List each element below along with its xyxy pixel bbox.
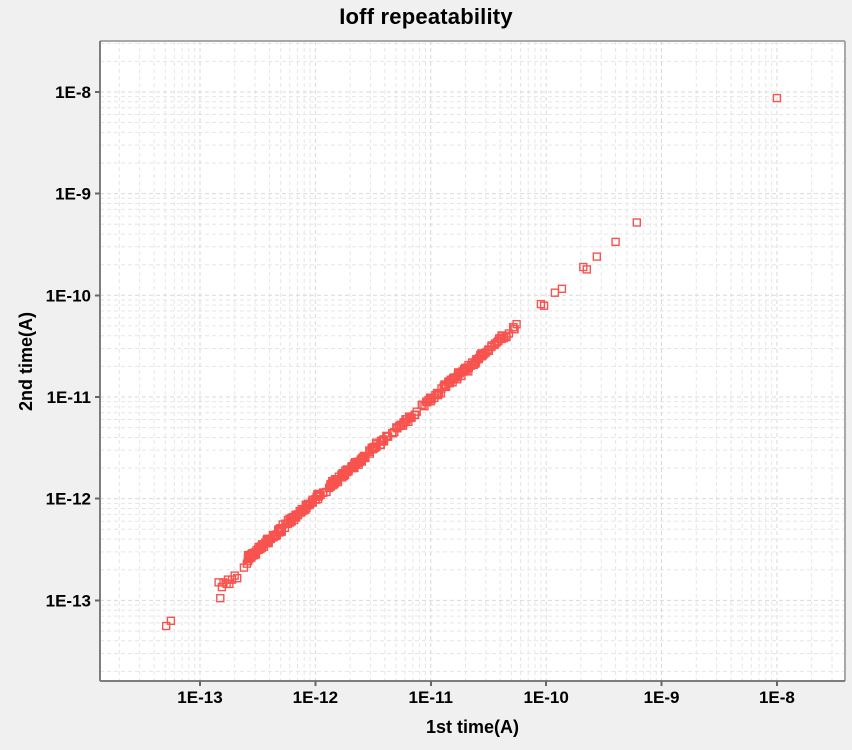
scatter-marker — [471, 356, 481, 366]
y-tick-label: 1E-9 — [55, 185, 91, 204]
scatter-marker — [539, 301, 549, 310]
x-tick-label: 1E-12 — [293, 688, 338, 707]
scatter-marker — [293, 510, 303, 519]
y-tick-label: 1E-10 — [46, 286, 91, 305]
scatter-marker — [367, 443, 376, 452]
chart-title: Ioff repeatability — [339, 4, 513, 29]
x-tick-label: 1E-13 — [177, 688, 222, 707]
y-tick-label: 1E-12 — [46, 490, 91, 509]
scatter-marker — [357, 454, 366, 464]
scatter-marker — [379, 437, 389, 446]
scatter-marker — [232, 574, 242, 583]
scatter-marker — [632, 218, 641, 227]
y-tick-label: 1E-13 — [46, 591, 91, 610]
scatter-marker — [348, 463, 358, 473]
scatter-marker — [341, 466, 350, 475]
scatter-marker — [242, 559, 252, 568]
scatter-marker — [433, 390, 443, 400]
x-tick-label: 1E-10 — [523, 688, 568, 707]
scatter-marker — [286, 516, 296, 525]
scatter-marker — [490, 340, 499, 350]
scatter-marker — [582, 265, 591, 274]
scatter-marker — [216, 594, 225, 603]
scatter-marker — [304, 500, 314, 510]
scatter-marker — [611, 237, 620, 247]
x-tick-label: 1E-11 — [409, 688, 453, 707]
scatter-marker — [230, 571, 239, 580]
scatter-marker — [316, 490, 325, 499]
scatter-marker — [498, 332, 507, 341]
scatter-marker — [248, 548, 257, 558]
scatter-marker — [326, 482, 335, 491]
scatter-marker — [491, 339, 500, 348]
grid-minor — [100, 41, 845, 681]
scatter-marker — [426, 393, 435, 402]
scatter-marker — [264, 539, 273, 548]
scatter-marker — [324, 483, 334, 493]
y-axis-label: 2nd time(A) — [15, 311, 36, 411]
scatter-marker — [557, 284, 567, 293]
scatter-marker — [247, 549, 256, 559]
scatter-marker — [332, 475, 341, 484]
y-axis-label-container: 2nd time(A) — [6, 41, 46, 681]
scatter-marker — [225, 579, 234, 589]
x-axis-label: 1st time(A) — [425, 717, 519, 737]
scatter-marker — [772, 93, 782, 103]
x-tick-label: 1E-8 — [759, 688, 795, 707]
scatter-marker — [319, 488, 328, 498]
scatter-marker — [401, 417, 411, 426]
tick-labels: 1E-13 1E-12 1E-11 1E-10 1E-9 1E-8 1E-8 1E-9 1E-1… — [46, 83, 795, 707]
scatter-marker — [299, 505, 308, 514]
scatter-marker — [161, 621, 171, 631]
scatter-marker — [460, 363, 470, 373]
scatter-marker — [481, 348, 491, 357]
scatter-marker — [440, 380, 449, 389]
scatter-marker — [592, 252, 601, 261]
scatter-marker — [509, 323, 518, 332]
scatter-marker — [276, 524, 285, 533]
scatter-marker — [269, 532, 279, 541]
scatter-marker — [460, 366, 469, 375]
scatter-marker — [166, 616, 176, 625]
scatter-marker — [372, 442, 381, 451]
scatter-series — [161, 93, 782, 631]
scatter-marker — [411, 410, 420, 419]
y-tick-label: 1E-11 — [47, 388, 91, 407]
scatter-marker — [510, 325, 519, 334]
scatter-marker — [474, 355, 483, 364]
axis-ticks — [95, 90, 778, 686]
x-tick-label: 1E-9 — [644, 688, 680, 707]
y-tick-label: 1E-8 — [55, 83, 91, 102]
scatter-marker — [424, 395, 433, 405]
scatter-marker — [446, 378, 455, 387]
plot-frame — [99, 40, 846, 682]
scatter-marker — [432, 388, 442, 398]
scatter-marker — [285, 518, 295, 527]
grid-major — [100, 41, 845, 681]
scatter-marker — [382, 431, 391, 441]
scatter-marker — [263, 537, 273, 546]
scatter-marker — [483, 346, 493, 355]
